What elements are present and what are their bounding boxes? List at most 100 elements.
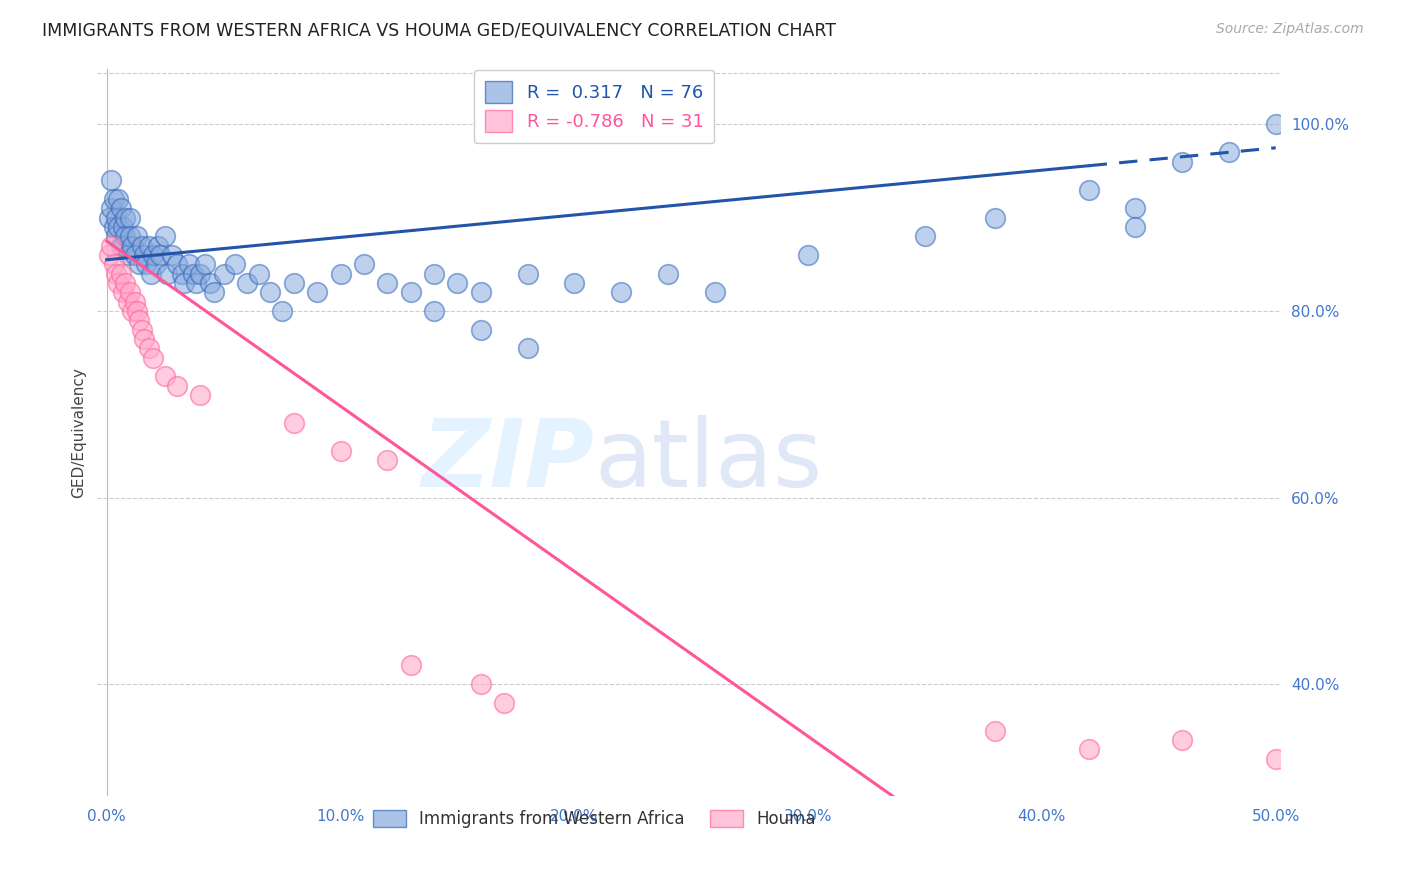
Point: [160, 248, 183, 262]
Point: [138, 239, 160, 253]
Point: [247, 267, 270, 281]
Point: [703, 285, 725, 300]
Point: [375, 453, 398, 467]
Point: [170, 267, 193, 281]
Point: [494, 696, 516, 710]
Point: [100, 202, 122, 216]
Point: [112, 285, 135, 300]
Point: [107, 276, 129, 290]
Point: [1218, 145, 1240, 160]
Point: [110, 267, 132, 281]
Point: [1264, 118, 1286, 132]
Point: [470, 677, 492, 691]
Point: [124, 248, 146, 262]
Text: atlas: atlas: [595, 416, 823, 508]
Point: [271, 304, 294, 318]
Point: [329, 267, 352, 281]
Point: [283, 416, 305, 430]
Point: [103, 257, 125, 271]
Point: [107, 220, 129, 235]
Point: [224, 257, 246, 271]
Point: [114, 211, 136, 225]
Text: ZIP: ZIP: [422, 416, 595, 508]
Point: [142, 248, 165, 262]
Point: [166, 257, 188, 271]
Text: Source: ZipAtlas.com: Source: ZipAtlas.com: [1216, 22, 1364, 37]
Point: [156, 267, 179, 281]
Point: [177, 257, 200, 271]
Point: [145, 257, 167, 271]
Point: [423, 304, 446, 318]
Point: [127, 304, 149, 318]
Point: [146, 239, 169, 253]
Point: [120, 211, 142, 225]
Legend: Immigrants from Western Africa, Houma: Immigrants from Western Africa, Houma: [366, 804, 823, 835]
Point: [142, 351, 165, 365]
Point: [516, 342, 538, 356]
Point: [105, 211, 128, 225]
Point: [610, 285, 633, 300]
Point: [120, 229, 142, 244]
Point: [166, 378, 188, 392]
Point: [470, 285, 492, 300]
Point: [1125, 220, 1147, 235]
Point: [120, 285, 142, 300]
Point: [110, 202, 132, 216]
Point: [516, 267, 538, 281]
Point: [128, 257, 150, 271]
Point: [307, 285, 329, 300]
Point: [153, 369, 176, 384]
Point: [562, 276, 585, 290]
Point: [1125, 202, 1147, 216]
Point: [114, 276, 136, 290]
Point: [399, 285, 422, 300]
Point: [121, 239, 143, 253]
Point: [105, 267, 128, 281]
Point: [138, 342, 160, 356]
Point: [1077, 742, 1099, 756]
Point: [105, 229, 128, 244]
Point: [121, 304, 143, 318]
Point: [236, 276, 259, 290]
Point: [107, 192, 129, 206]
Point: [984, 723, 1007, 738]
Point: [127, 229, 149, 244]
Point: [103, 192, 125, 206]
Point: [1171, 154, 1194, 169]
Point: [198, 276, 221, 290]
Point: [132, 248, 155, 262]
Point: [131, 323, 153, 337]
Point: [1077, 183, 1099, 197]
Point: [103, 220, 125, 235]
Point: [283, 276, 305, 290]
Point: [259, 285, 281, 300]
Point: [194, 257, 217, 271]
Point: [375, 276, 398, 290]
Point: [128, 313, 150, 327]
Point: [135, 257, 157, 271]
Point: [100, 239, 122, 253]
Point: [100, 173, 122, 187]
Point: [117, 248, 139, 262]
Point: [188, 388, 211, 402]
Point: [1264, 752, 1286, 766]
Point: [212, 267, 235, 281]
Point: [181, 267, 204, 281]
Point: [399, 658, 422, 673]
Point: [98, 211, 121, 225]
Point: [1171, 733, 1194, 747]
Point: [914, 229, 936, 244]
Point: [202, 285, 225, 300]
Point: [797, 248, 820, 262]
Point: [984, 211, 1007, 225]
Point: [124, 294, 146, 309]
Point: [173, 276, 195, 290]
Point: [423, 267, 446, 281]
Point: [470, 323, 492, 337]
Point: [139, 267, 162, 281]
Point: [188, 267, 211, 281]
Point: [114, 229, 136, 244]
Y-axis label: GED/Equivalency: GED/Equivalency: [72, 367, 86, 498]
Point: [112, 239, 135, 253]
Point: [132, 332, 155, 346]
